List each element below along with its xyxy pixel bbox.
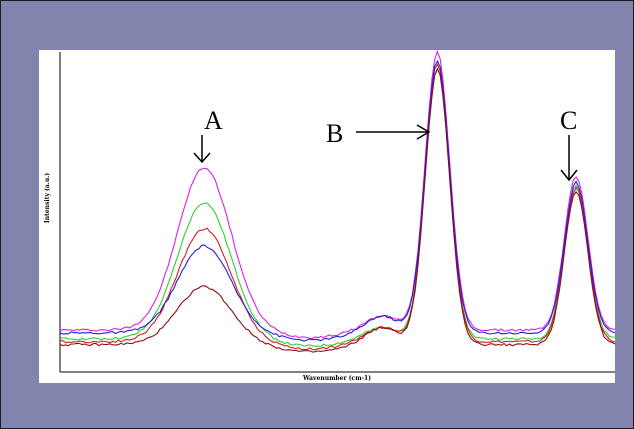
annotation-a-label: A xyxy=(204,106,223,135)
annotation-layer: A B C xyxy=(193,106,578,182)
annotation-b-arrowhead xyxy=(416,124,431,140)
series-layer xyxy=(59,49,616,353)
x-axis-label: Wavenumber (cm-1) xyxy=(302,375,371,382)
spectrum-chart: Wavenumber (cm-1) Intensity (a.u.) A B C xyxy=(44,49,616,382)
spectrum-series-line xyxy=(59,67,616,353)
annotation-c-label: C xyxy=(560,106,577,135)
spectrum-series-line xyxy=(59,59,616,342)
annotation-b-label: B xyxy=(326,119,343,148)
spectrum-series-line xyxy=(59,63,616,351)
spectrum-series-line xyxy=(59,49,616,339)
annotation-c-arrowhead xyxy=(560,169,578,182)
spectrum-series-line xyxy=(59,66,616,347)
plot-panel: Wavenumber (cm-1) Intensity (a.u.) A B C xyxy=(39,49,616,383)
y-axis-label: Intensity (a.u.) xyxy=(44,173,51,223)
annotation-a-arrowhead xyxy=(193,152,211,164)
